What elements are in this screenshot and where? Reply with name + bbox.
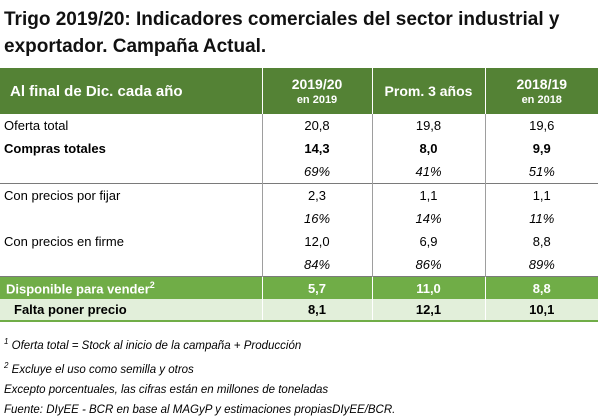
row-label: Oferta total xyxy=(0,114,263,137)
footnote-marker: 2 xyxy=(149,279,155,290)
cell-percent: 69% xyxy=(262,160,373,184)
row-label xyxy=(0,253,263,277)
cell-value: 5,7 xyxy=(262,276,373,299)
table-row: 16% 14% 11% xyxy=(0,207,598,230)
cell-percent: 51% xyxy=(528,164,555,179)
table-row: Oferta total 20,8 19,8 19,6 xyxy=(0,114,598,137)
cell-value: 2,3 xyxy=(262,183,373,207)
cell-value: 8,8 xyxy=(485,276,598,299)
cell-value: 12,0 xyxy=(262,230,373,253)
cell-percent: 11% xyxy=(529,211,555,226)
row-label xyxy=(0,207,263,230)
cell-percent: 16% xyxy=(262,207,373,230)
cell-value: 14,3 xyxy=(262,137,373,160)
footnote-2: 2 Excluye el uso como semilla y otros xyxy=(4,356,594,380)
cell-value: 8,0 xyxy=(372,137,486,160)
cell-value: 12,1 xyxy=(372,299,486,322)
cell-value: 8,1 xyxy=(262,299,373,322)
table-row: Compras totales 14,3 8,0 9,9 xyxy=(0,137,598,160)
row-label-text: Disponible para vender xyxy=(6,281,150,297)
header-2019-20-main: 2019/20 xyxy=(291,75,343,92)
footnote-text: Oferta total = Stock al inicio de la cam… xyxy=(11,339,302,352)
table-row: 69% 41% 51% xyxy=(0,160,598,184)
cell-percent: 89% xyxy=(528,257,555,272)
footnote-text: Excluye el uso como semilla y otros xyxy=(11,363,194,376)
cell-value: 10,1 xyxy=(485,299,598,322)
footnote-1: 1 Oferta total = Stock al inicio de la c… xyxy=(4,332,594,356)
disponible-row: Disponible para vender2 5,7 11,0 8,8 xyxy=(0,276,598,299)
cell-value: 11,0 xyxy=(372,276,486,299)
table-row: Con precios en firme 12,0 6,9 8,8 xyxy=(0,230,598,253)
cell-value: 1,1 xyxy=(485,183,598,207)
footnote-marker: 1 xyxy=(4,337,9,346)
cell-percent: 14% xyxy=(372,207,486,230)
footnote-marker: 2 xyxy=(4,360,9,370)
row-label: Disponible para vender2 xyxy=(0,276,263,299)
row-label xyxy=(0,160,263,184)
header-2018-19: 2018/19 en 2018 xyxy=(485,68,598,114)
units-note: Excepto porcentuales, las cifras están e… xyxy=(4,383,329,396)
source-note: Fuente: DIyEE - BCR en base al MAGyP y e… xyxy=(4,403,396,416)
cell-value: 9,9 xyxy=(532,141,551,156)
page-title: Trigo 2019/20: Indicadores comerciales d… xyxy=(4,9,560,57)
indicators-table: Al final de Dic. cada año 2019/20 en 201… xyxy=(0,68,598,322)
row-label: Con precios en firme xyxy=(0,230,263,253)
header-2019-20: 2019/20 en 2019 xyxy=(262,68,373,114)
table-header-row: Al final de Dic. cada año 2019/20 en 201… xyxy=(0,68,598,114)
header-2018-19-main: 2018/19 xyxy=(516,75,568,92)
cell-value: 19,6 xyxy=(529,118,555,133)
footnotes: 1 Oferta total = Stock al inicio de la c… xyxy=(4,332,594,420)
header-2019-20-sub: en 2019 xyxy=(296,93,338,106)
header-2018-19-sub: en 2018 xyxy=(521,93,562,106)
header-prom-3-anos: Prom. 3 años xyxy=(372,68,486,114)
cell-percent: 84% xyxy=(262,253,373,277)
row-label: Falta poner precio xyxy=(0,299,263,322)
table-row: 84% 86% 89% xyxy=(0,253,598,277)
cell-percent: 41% xyxy=(372,160,486,184)
row-label: Compras totales xyxy=(0,137,263,160)
falta-precio-row: Falta poner precio 8,1 12,1 10,1 xyxy=(0,299,598,322)
cell-value: 19,8 xyxy=(372,114,486,137)
cell-percent: 86% xyxy=(372,253,486,277)
cell-value: 8,8 xyxy=(532,234,551,249)
table-row: Con precios por fijar 2,3 1,1 1,1 xyxy=(0,183,598,207)
row-label: Con precios por fijar xyxy=(0,183,263,207)
cell-value: 20,8 xyxy=(262,114,373,137)
header-label: Al final de Dic. cada año xyxy=(0,68,263,114)
cell-value: 1,1 xyxy=(372,183,486,207)
cell-value: 6,9 xyxy=(372,230,486,253)
